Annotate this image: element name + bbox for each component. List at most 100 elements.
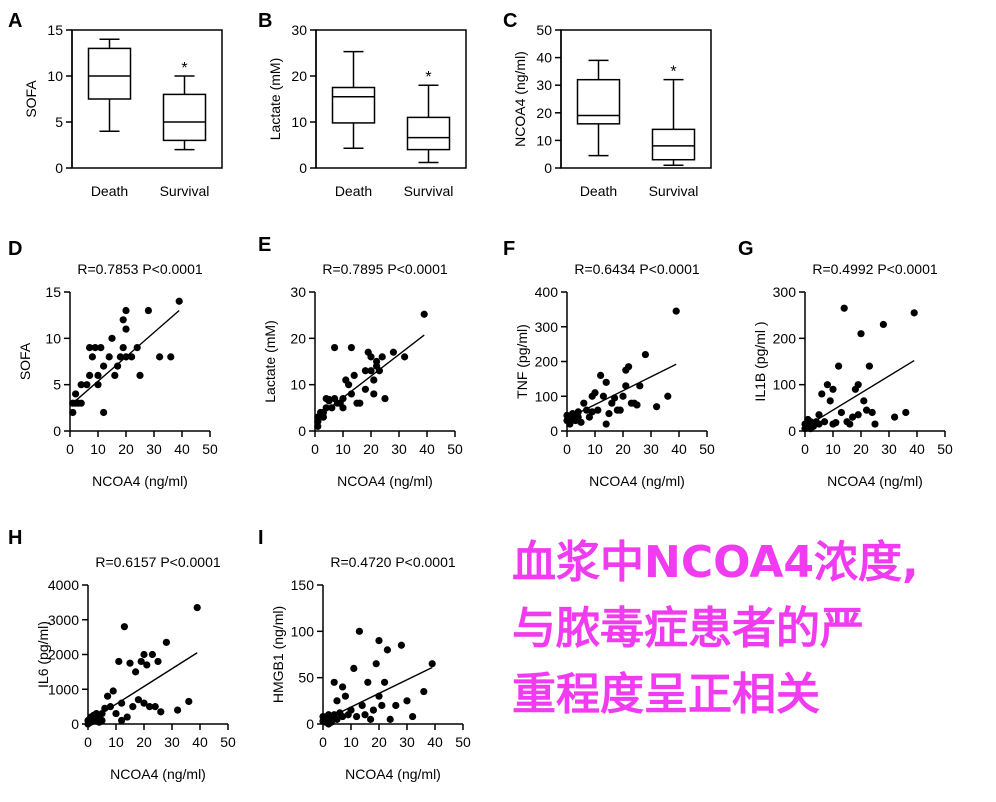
- y-tick-label: 5: [55, 114, 63, 130]
- x-tick-label: 50: [937, 441, 953, 457]
- data-point: [134, 696, 142, 704]
- data-point: [566, 420, 574, 428]
- data-point: [156, 353, 164, 361]
- y-axis-label: IL6 (pg/ml): [35, 621, 51, 688]
- data-point: [330, 678, 338, 686]
- y-axis-label: NCOA4 (ng/ml): [512, 51, 528, 147]
- iqr-box: [651, 128, 696, 161]
- y-axis-label: Lactate (mM): [262, 320, 278, 402]
- correlation-stat: R=0.6434 P<0.0001: [574, 261, 700, 277]
- y-axis-label: TNF (pg/ml): [514, 324, 530, 399]
- box-death: [87, 38, 132, 132]
- data-point: [829, 385, 837, 393]
- data-point: [119, 344, 127, 352]
- data-point: [846, 420, 854, 428]
- data-point: [409, 712, 417, 721]
- x-tick-label: 0: [311, 441, 319, 457]
- category-label: Death: [91, 183, 128, 199]
- x-tick-label: 40: [174, 441, 190, 457]
- x-tick-label: 30: [399, 734, 415, 750]
- data-point: [77, 399, 85, 407]
- data-point: [356, 399, 364, 407]
- panel-e: E 0 10 20 30 Lactate (mM) 0 10 20 30 40 50 NCOA4 (ng…: [258, 234, 463, 489]
- data-point: [902, 408, 910, 417]
- y-tick-label: 0: [55, 160, 63, 176]
- data-point: [664, 392, 672, 400]
- x-tick-label: 30: [643, 441, 659, 457]
- data-point: [77, 381, 85, 389]
- caption-line-1: 血浆中NCOA4浓度,: [512, 537, 919, 588]
- data-point: [350, 371, 358, 379]
- data-point: [383, 646, 391, 654]
- panel-letter: A: [8, 10, 22, 32]
- correlation-stat: R=0.4992 P<0.0001: [812, 261, 938, 277]
- data-point: [835, 362, 843, 370]
- data-point: [653, 403, 661, 411]
- x-tick-label: 10: [825, 441, 841, 457]
- data-point: [370, 390, 378, 398]
- panel-d: D 0 5 10 15 SOFA 0 10 20 30 40 50 NCOA4 (ng/ml) R=0.7…: [8, 238, 218, 489]
- data-point: [118, 716, 126, 725]
- correlation-stat: R=0.6157 P<0.0001: [95, 554, 221, 570]
- y-tick-label: 3000: [48, 612, 79, 628]
- data-point: [358, 701, 366, 710]
- y-tick-label: 1000: [48, 681, 79, 697]
- panel-letter: E: [258, 234, 271, 256]
- data-point: [361, 367, 369, 375]
- x-tick-label: 40: [427, 734, 443, 750]
- iqr-box: [576, 78, 621, 125]
- y-tick-label: 15: [47, 22, 63, 38]
- data-point: [367, 353, 375, 361]
- data-point: [375, 637, 383, 645]
- correlation-stat: R=0.7895 P<0.0001: [322, 261, 448, 277]
- y-tick-label: 50: [298, 670, 314, 686]
- data-point: [109, 687, 117, 695]
- x-tick-label: 20: [371, 734, 387, 750]
- panel-letter: F: [503, 238, 515, 260]
- category-label: Survival: [404, 183, 454, 199]
- data-point: [339, 712, 347, 721]
- regression-line: [569, 363, 677, 418]
- data-point: [602, 420, 610, 428]
- y-tick-label: 400: [535, 284, 559, 300]
- data-point: [128, 353, 136, 361]
- data-point: [157, 708, 165, 716]
- data-point: [364, 678, 372, 686]
- y-tick-label: 0: [550, 423, 558, 439]
- data-point: [599, 392, 608, 400]
- data-point: [370, 376, 378, 384]
- data-point: [580, 399, 588, 407]
- regression-line: [807, 359, 915, 427]
- y-tick-label: 0: [298, 423, 306, 439]
- data-point: [104, 692, 112, 700]
- panel-letter: I: [258, 527, 264, 549]
- panel-b: B 0 10 20 30 Lactate (mM) Death Survival *: [258, 10, 467, 199]
- plot-frame: [71, 29, 223, 169]
- y-tick-label: 20: [536, 105, 552, 121]
- x-tick-label: 30: [881, 441, 897, 457]
- data-point: [619, 392, 627, 400]
- data-point: [154, 657, 162, 666]
- data-point: [863, 406, 871, 414]
- y-tick-label: 0: [71, 716, 79, 732]
- x-tick-label: 40: [671, 441, 687, 457]
- data-point: [837, 408, 846, 417]
- box-death: [576, 59, 621, 157]
- box-survival: [651, 78, 696, 166]
- data-point: [369, 706, 377, 714]
- regression-line: [325, 666, 433, 720]
- x-tick-label: 0: [319, 734, 327, 750]
- data-point: [367, 715, 375, 723]
- panel-h: H 0 1000 2000 3000 4000 IL6 (pg/ml) 0 10 20 30 40 50…: [8, 527, 236, 782]
- data-point: [591, 389, 599, 397]
- x-tick-label: 20: [118, 441, 134, 457]
- y-tick-label: 10: [536, 132, 552, 148]
- data-point: [339, 683, 347, 691]
- data-point: [339, 404, 347, 412]
- x-tick-label: 0: [801, 441, 809, 457]
- data-point: [136, 371, 144, 379]
- y-axis-label: Lactate (mM): [267, 58, 283, 140]
- data-point: [818, 390, 826, 398]
- x-axis-label: NCOA4 (ng/ml): [337, 473, 433, 489]
- data-point: [105, 353, 113, 361]
